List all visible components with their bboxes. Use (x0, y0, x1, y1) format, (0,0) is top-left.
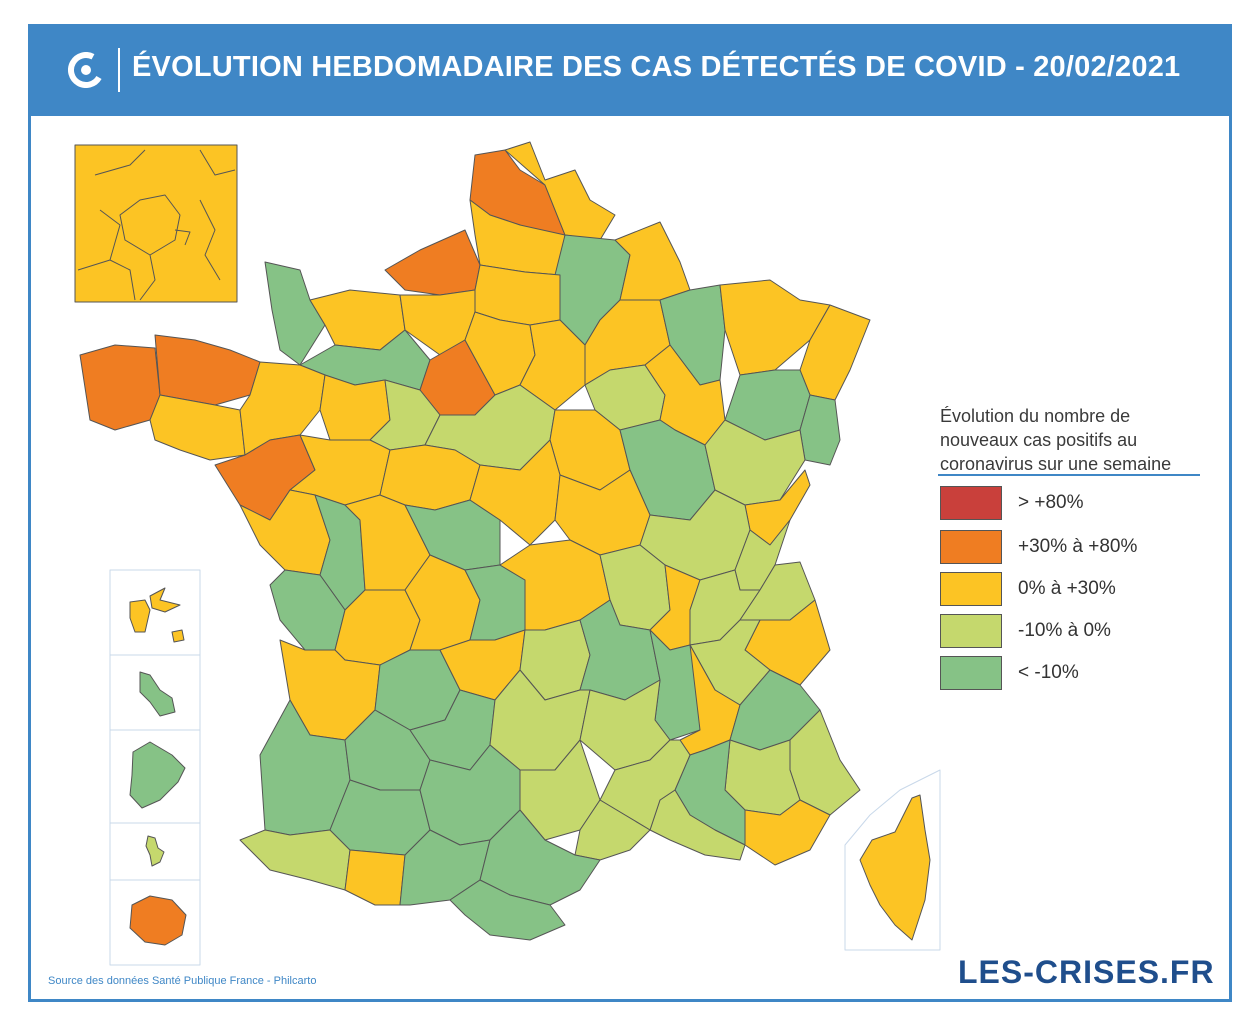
guyane-shape (129, 741, 186, 809)
data-source-note: Source des données Santé Publique France… (48, 975, 317, 987)
dept-seine-maritime (384, 229, 481, 296)
header-banner: ÉVOLUTION HEBDOMADAIRE DES CAS DÉTECTÉS … (28, 24, 1232, 116)
martinique-shape (139, 671, 176, 717)
legend-item-30-80: +30% à +80% (940, 530, 1220, 564)
dept-gers (329, 779, 431, 856)
guadeloupe-shape (129, 587, 185, 643)
brand-logo-text[interactable]: LES-CRISES.FR (958, 954, 1215, 990)
dept-cotes-darmor (154, 334, 261, 406)
legend-label: > +80% (1018, 492, 1084, 513)
corsica-shape (859, 794, 931, 941)
dept-pyrenees-atlantiques (239, 829, 351, 891)
legend-swatch (940, 572, 1002, 606)
dept-morbihan (149, 394, 246, 461)
legend-swatch (940, 486, 1002, 520)
header-separator (118, 48, 120, 92)
paris-inset-borders (77, 149, 236, 301)
dept-nord (504, 141, 616, 241)
legend-label: -10% à 0% (1018, 620, 1111, 641)
dept-hautes-pyrenees (344, 849, 406, 906)
dept-bouches-du-rhone (649, 789, 746, 861)
dept-finistere (79, 344, 161, 431)
les-crises-logo-icon (68, 52, 104, 88)
legend-divider (938, 474, 1200, 476)
legend-item-lt-m10: < -10% (940, 656, 1220, 690)
page-title: ÉVOLUTION HEBDOMADAIRE DES CAS DÉTECTÉS … (132, 51, 1181, 83)
legend-title: Évolution du nombre de nouveaux cas posi… (940, 406, 1172, 474)
legend-label: +30% à +80% (1018, 536, 1138, 557)
legend-item-gt80: > +80% (940, 486, 1220, 520)
dept-seine-et-marne (519, 319, 586, 411)
dept-var (744, 799, 831, 866)
mayotte-shape (145, 835, 165, 867)
legend-label: < -10% (1018, 662, 1079, 683)
paris-inset (74, 144, 238, 303)
dept-manche (264, 261, 326, 366)
dept-pyrenees-orientales (449, 879, 566, 941)
reunion-shape (129, 895, 187, 946)
legend-item-m10-0: -10% à 0% (940, 614, 1220, 648)
legend-swatch (940, 614, 1002, 648)
legend-label: 0% à +30% (1018, 578, 1116, 599)
legend-swatch (940, 656, 1002, 690)
legend-item-0-30: 0% à +30% (940, 572, 1220, 606)
dept-ille-et-vilaine (239, 361, 326, 456)
legend-swatch (940, 530, 1002, 564)
guadeloupe-inset (109, 569, 201, 656)
